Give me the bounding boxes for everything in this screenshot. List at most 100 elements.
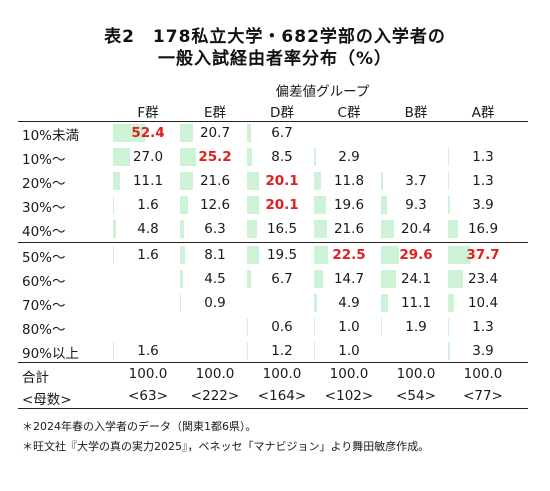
table-cell: 6.7 (247, 122, 317, 144)
cell-value: 21.6 (199, 173, 231, 189)
table-cell: 1.0 (314, 316, 384, 338)
total-value: 100.0 (195, 366, 235, 382)
value-bar (180, 220, 184, 238)
column-header-4: C群 (337, 105, 361, 121)
cell-value: 2.9 (338, 149, 360, 165)
value-bar (314, 172, 322, 190)
count-value: <222> (190, 388, 240, 404)
table-cell: 22.5 (314, 244, 384, 266)
cell-value: 1.6 (137, 247, 159, 263)
value-bar (448, 172, 449, 190)
total-rule (18, 362, 528, 363)
count-value: <164> (257, 388, 307, 404)
cell-value: 0.6 (271, 319, 293, 335)
value-bar (448, 342, 451, 360)
total-row-label: 合計 (22, 370, 49, 386)
table-cell: 1.6 (113, 340, 183, 362)
cell-value: 1.0 (338, 319, 360, 335)
table-cell: 20.4 (381, 218, 451, 240)
cell-value: 4.8 (137, 221, 159, 237)
table-cell: 12.6 (180, 194, 250, 216)
value-bar (381, 246, 400, 264)
cell-value: 20.1 (265, 197, 299, 213)
value-bar (448, 318, 449, 336)
count-value: <77> (463, 388, 503, 404)
table-cell: 19.5 (247, 244, 317, 266)
table-cell: 16.5 (247, 218, 317, 240)
count-value: <102> (324, 388, 374, 404)
cell-value: 11.1 (132, 173, 164, 189)
column-header-2: E群 (203, 105, 227, 121)
cell-value: 27.0 (132, 149, 164, 165)
total-value: 100.0 (463, 366, 503, 382)
table-cell: 52.4 (113, 122, 183, 144)
column-header-5: B群 (404, 105, 428, 121)
value-bar (314, 342, 315, 360)
table-cell: 1.9 (381, 316, 451, 338)
table-title-line1: 表2 178私立大学・682学部の入学者の (104, 27, 446, 47)
cell-value: 1.3 (472, 319, 494, 335)
value-bar (247, 172, 260, 190)
value-bar (247, 220, 258, 238)
column-header-3: D群 (270, 105, 294, 121)
cell-value: 52.4 (131, 125, 165, 141)
table-cell: 19.6 (314, 194, 384, 216)
cell-value: 1.3 (472, 173, 494, 189)
table-cell: 20.7 (180, 122, 250, 144)
value-bar (314, 220, 328, 238)
row-label: 10%～ (22, 152, 66, 168)
table-cell: 6.3 (180, 218, 250, 240)
value-bar (113, 220, 116, 238)
table-cell: 9.3 (381, 194, 451, 216)
table-cell: 0.9 (180, 292, 250, 314)
bottom-rule (18, 408, 528, 409)
value-bar (247, 196, 260, 214)
value-bar (247, 124, 252, 142)
table-cell: 29.6 (381, 244, 451, 266)
table-cell: 1.3 (448, 170, 518, 192)
value-bar (381, 294, 388, 312)
value-bar (180, 246, 186, 264)
value-bar (113, 246, 114, 264)
value-bar (314, 294, 318, 312)
row-label: 90%以上 (22, 346, 80, 362)
table-cell: 8.5 (247, 146, 317, 168)
table-cell: 37.7 (448, 244, 518, 266)
cell-value: 25.2 (198, 149, 232, 165)
value-bar (314, 270, 324, 288)
cell-value: 11.8 (333, 173, 365, 189)
cell-value: 16.5 (266, 221, 298, 237)
cell-value: 16.9 (467, 221, 499, 237)
value-bar (113, 342, 114, 360)
table-cell: 4.9 (314, 292, 384, 314)
value-bar (180, 294, 181, 312)
value-bar (113, 196, 114, 214)
value-bar (448, 148, 449, 166)
value-bar (180, 270, 183, 288)
value-bar (381, 270, 396, 288)
count-row-label: <母数> (22, 392, 72, 408)
row-label: 60%～ (22, 274, 66, 290)
table-cell: 1.0 (314, 340, 384, 362)
cell-value: 20.7 (199, 125, 231, 141)
cell-value: 8.1 (204, 247, 226, 263)
value-bar (314, 246, 328, 264)
cell-value: 29.6 (399, 247, 433, 263)
group-header: 偏差値グループ (275, 84, 370, 100)
cell-value: 6.7 (271, 125, 293, 141)
note-1: ＊2024年春の入学者のデータ（関東1都6県）。 (22, 420, 257, 433)
value-bar (381, 172, 384, 190)
table-cell: 4.8 (113, 218, 183, 240)
cell-value: 4.9 (338, 295, 360, 311)
total-value: 100.0 (329, 366, 369, 382)
table-cell: 1.6 (113, 244, 183, 266)
table-cell: 6.7 (247, 268, 317, 290)
table-cell: 21.6 (314, 218, 384, 240)
cell-value: 0.9 (204, 295, 226, 311)
value-bar (247, 342, 248, 360)
cell-value: 12.6 (199, 197, 231, 213)
cell-value: 10.4 (467, 295, 499, 311)
cell-value: 4.5 (204, 271, 226, 287)
total-value: 100.0 (128, 366, 168, 382)
value-bar (314, 196, 327, 214)
